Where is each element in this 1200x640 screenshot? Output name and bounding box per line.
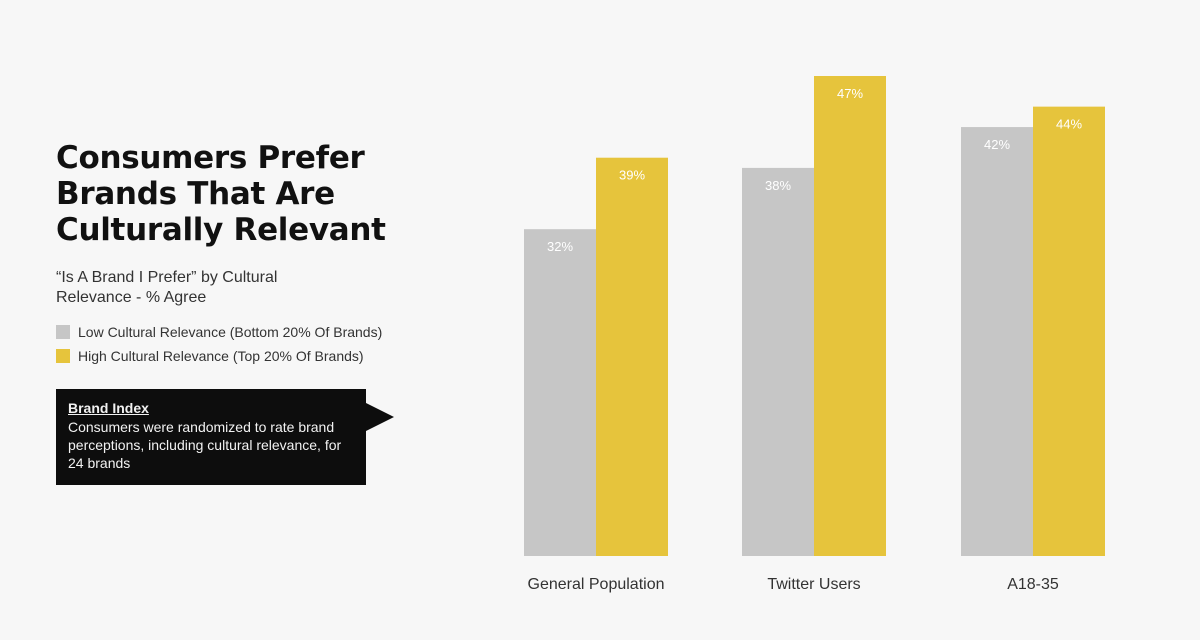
data-label-high-twitter-users: 47% [837, 86, 863, 101]
bar-low-twitter-users [742, 167, 814, 556]
bar-high-a18-35 [1033, 106, 1105, 556]
bar-low-general-population [524, 229, 596, 557]
legend-item-low: Low Cultural Relevance (Bottom 20% Of Br… [56, 320, 382, 344]
callout-body: Consumers were randomized to rate brand … [68, 419, 342, 471]
data-label-high-general-population: 39% [619, 168, 645, 183]
legend: Low Cultural Relevance (Bottom 20% Of Br… [56, 320, 382, 368]
chart-subtitle: “Is A Brand I Prefer” by Cultural Releva… [56, 269, 278, 306]
category-label-a18-35: A18-35 [1007, 576, 1059, 593]
data-label-low-general-population: 32% [547, 239, 573, 254]
bar-high-twitter-users [814, 76, 886, 556]
category-label-general-population: General Population [528, 576, 665, 593]
data-label-high-a18-35: 44% [1056, 117, 1082, 132]
data-label-low-a18-35: 42% [984, 137, 1010, 152]
legend-swatch-low [56, 325, 70, 339]
bar-high-general-population [596, 157, 668, 556]
legend-item-high: High Cultural Relevance (Top 20% Of Bran… [56, 344, 382, 368]
brand-index-callout: Brand Index Consumers were randomized to… [56, 389, 394, 485]
bar-low-a18-35 [961, 127, 1033, 556]
chart-title: Consumers Prefer Brands That Are Cultura… [56, 140, 386, 248]
legend-label-high: High Cultural Relevance (Top 20% Of Bran… [78, 348, 364, 364]
legend-swatch-high [56, 349, 70, 363]
data-label-low-twitter-users: 38% [765, 178, 791, 193]
callout-title: Brand Index [68, 400, 149, 416]
category-label-twitter-users: Twitter Users [767, 576, 860, 593]
legend-label-low: Low Cultural Relevance (Bottom 20% Of Br… [78, 324, 383, 340]
